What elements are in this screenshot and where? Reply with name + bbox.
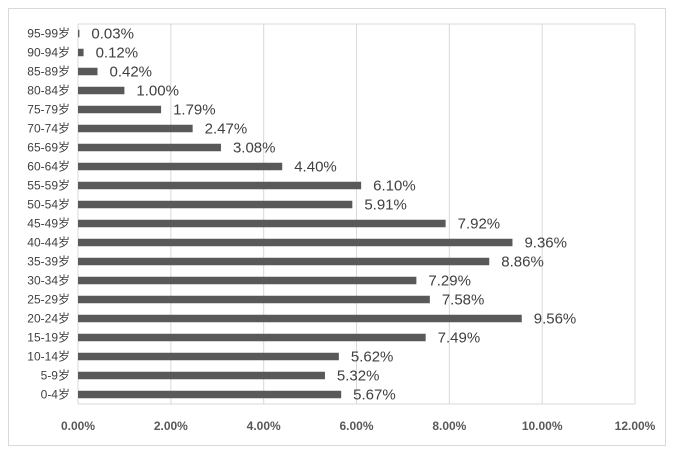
data-label: 5.91% (364, 197, 407, 214)
data-label: 2.47% (205, 121, 248, 138)
x-tick-label: 8.00% (432, 419, 466, 433)
gridlines (77, 23, 636, 405)
bar (78, 295, 430, 304)
data-label: 3.08% (233, 140, 276, 157)
category-label: 55-59岁 (27, 178, 70, 193)
data-label: 1.79% (173, 102, 216, 119)
bar (78, 371, 325, 380)
data-label: 0.42% (109, 64, 152, 81)
category-label: 95-99岁 (27, 26, 70, 41)
data-label: 7.29% (428, 273, 471, 290)
category-label: 35-39岁 (27, 254, 70, 269)
data-label: 5.32% (337, 368, 380, 385)
category-label: 70-74岁 (27, 121, 70, 136)
category-label: 40-44岁 (27, 235, 70, 250)
data-label: 5.62% (351, 349, 394, 366)
data-label: 0.12% (96, 45, 139, 62)
bar (78, 276, 417, 285)
x-tick-label: 0.00% (61, 419, 95, 433)
data-label: 1.00% (136, 83, 179, 100)
category-label: 85-89岁 (27, 64, 70, 79)
data-label: 4.40% (294, 159, 337, 176)
bar (78, 86, 125, 95)
bar (78, 143, 221, 152)
bar (78, 67, 98, 76)
x-tick-label: 10.00% (522, 419, 563, 433)
bar (78, 124, 193, 133)
data-label: 6.10% (373, 178, 416, 195)
data-label: 9.36% (524, 235, 567, 252)
x-tick-label: 12.00% (615, 419, 656, 433)
category-label: 75-79岁 (27, 102, 70, 117)
category-label: 50-54岁 (27, 197, 70, 212)
category-label: 65-69岁 (27, 140, 70, 155)
data-label: 7.49% (438, 330, 481, 347)
data-label: 7.92% (458, 216, 501, 233)
x-tick-label: 2.00% (154, 419, 188, 433)
bar (78, 48, 84, 57)
category-label: 20-24岁 (27, 311, 70, 326)
bars (78, 29, 522, 399)
bar (78, 219, 446, 228)
category-label: 45-49岁 (27, 216, 70, 231)
data-label: 9.56% (534, 311, 577, 328)
bar (78, 257, 490, 266)
bar (78, 333, 426, 342)
bar (78, 181, 362, 190)
category-label: 15-19岁 (27, 330, 70, 345)
bar (78, 238, 513, 247)
category-label: 60-64岁 (27, 159, 70, 174)
value-labels: 0.03% 0.12% 0.42% 1.00% 1.79% 2.47% 3.08% 4.40%… (91, 26, 576, 404)
bar (78, 352, 339, 361)
category-label: 25-29岁 (27, 292, 70, 307)
category-label: 80-84岁 (27, 83, 70, 98)
x-tick-labels: 0.00% 2.00% 4.00% 6.00% 8.00% 10.00% 12.00% (61, 419, 656, 433)
category-label: 90-94岁 (27, 45, 70, 60)
bar (78, 314, 522, 323)
category-labels: 95-99岁 90-94岁 85-89岁 80-84岁 75-79岁 70-74岁 65-6… (27, 26, 70, 402)
bar (78, 162, 283, 171)
category-label: 10-14岁 (27, 349, 70, 364)
x-tick-label: 6.00% (339, 419, 373, 433)
data-label: 0.03% (91, 26, 134, 43)
category-label: 5-9岁 (41, 368, 70, 383)
x-tick-label: 4.00% (247, 419, 281, 433)
data-label: 7.58% (442, 292, 485, 309)
data-label: 8.86% (501, 254, 544, 271)
bar (78, 105, 162, 114)
category-label: 30-34岁 (27, 273, 70, 288)
bar (78, 29, 80, 38)
bar (78, 200, 353, 209)
bar (78, 390, 342, 399)
category-label: 0-4岁 (41, 387, 70, 402)
data-label: 5.67% (353, 387, 396, 404)
